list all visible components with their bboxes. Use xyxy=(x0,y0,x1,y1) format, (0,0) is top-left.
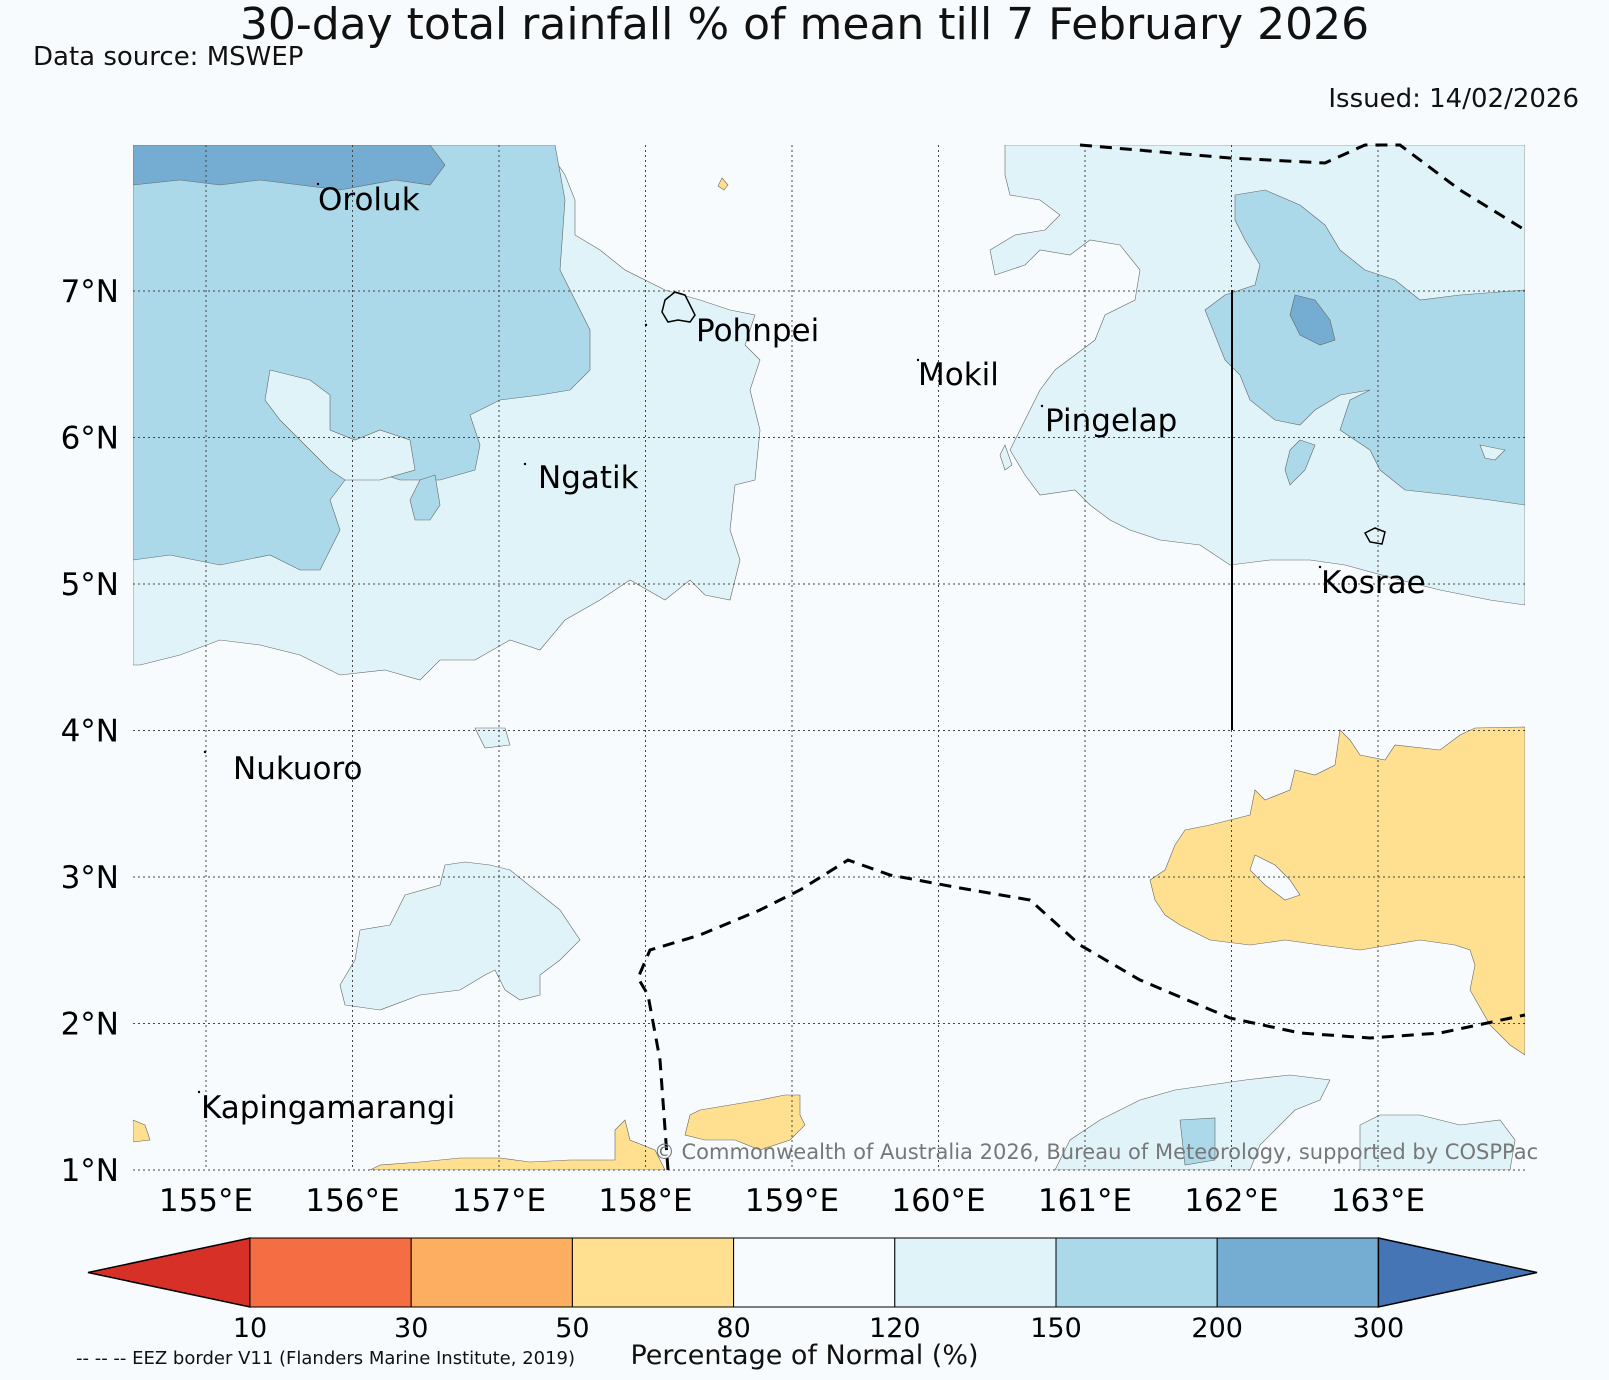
latitude-label: 7°N xyxy=(61,274,119,310)
colorbar-tick-label: 10 xyxy=(233,1313,267,1344)
region-120-150-east-hole xyxy=(1479,444,1506,461)
colorbar-segment xyxy=(1216,1237,1379,1308)
place-label-kapingamarangi: Kapingamarangi xyxy=(201,1090,455,1126)
region-50-80-south-left xyxy=(369,1119,666,1170)
region-120-150-south xyxy=(339,861,581,1011)
chart-title: 30-day total rainfall % of mean till 7 F… xyxy=(239,0,1370,50)
region-50-80-south-center xyxy=(684,1094,806,1151)
region-120-150-west-inner xyxy=(264,369,416,481)
colorbar-segment xyxy=(733,1237,896,1308)
colorbar-segment xyxy=(410,1237,573,1308)
issued-date: Issued: 14/02/2026 xyxy=(1328,84,1579,114)
latitude-label: 1°N xyxy=(61,1153,119,1189)
place-label-mokil: Mokil xyxy=(918,357,999,393)
pohnpei-island xyxy=(661,291,696,323)
colorbar-title: Percentage of Normal (%) xyxy=(630,1340,979,1371)
longitude-label: 155°E xyxy=(159,1183,253,1219)
region-200-300-east xyxy=(1289,294,1336,346)
longitude-label: 160°E xyxy=(891,1183,985,1219)
colorbar-segment xyxy=(249,1237,412,1308)
longitude-label: 159°E xyxy=(745,1183,839,1219)
region-50-80-southwest xyxy=(133,1119,151,1143)
region-50-80-east xyxy=(1149,726,1525,1056)
eez-footnote: -- -- -- EEZ border V11 (Flanders Marine… xyxy=(76,1348,576,1369)
region-120-150-east-small xyxy=(999,444,1013,471)
colorbar-segment xyxy=(1055,1237,1218,1308)
place-label-pohnpei: Pohnpei xyxy=(696,313,819,349)
region-50-80-north xyxy=(717,177,729,191)
longitude-label: 161°E xyxy=(1038,1183,1132,1219)
copyright-notice: © Commonwealth of Australia 2026, Bureau… xyxy=(654,1140,1538,1164)
region-150-200-west xyxy=(133,145,591,571)
region-150-200-spot xyxy=(409,474,441,521)
colorbar-upper-extend xyxy=(1377,1237,1538,1308)
colorbar xyxy=(87,1237,1538,1308)
colorbar-tick-label: 50 xyxy=(555,1313,589,1344)
eez-border-south xyxy=(636,858,1526,1171)
place-label-nukuoro: Nukuoro xyxy=(233,751,362,787)
region-120-150-islet xyxy=(474,727,511,749)
region-150-200-east-spot xyxy=(1284,439,1316,486)
colorbar-tick-label: 30 xyxy=(394,1313,428,1344)
latitude-label: 2°N xyxy=(61,1007,119,1043)
place-label-pingelap: Pingelap xyxy=(1045,403,1177,439)
latitude-label: 5°N xyxy=(61,567,119,603)
region-150-200-east xyxy=(1204,189,1525,506)
latitude-label: 3°N xyxy=(61,860,119,896)
longitude-label: 157°E xyxy=(452,1183,546,1219)
longitude-label: 156°E xyxy=(305,1183,399,1219)
place-label-ngatik: Ngatik xyxy=(538,460,639,496)
longitude-label: 163°E xyxy=(1331,1183,1425,1219)
colorbar-tick-label: 120 xyxy=(869,1313,921,1344)
colorbar-tick-label: 150 xyxy=(1030,1313,1082,1344)
colorbar-tick-label: 80 xyxy=(716,1313,750,1344)
data-source: Data source: MSWEP xyxy=(33,42,304,72)
latitude-label: 6°N xyxy=(61,421,119,457)
kosrae-island xyxy=(1363,527,1386,545)
colorbar-lower-extend xyxy=(87,1237,251,1308)
eez-border-north xyxy=(1079,143,1526,232)
region-150-200-southeast xyxy=(1179,1117,1216,1166)
place-label-oroluk: Oroluk xyxy=(318,182,420,218)
colorbar-segment xyxy=(894,1237,1057,1308)
latitude-label: 4°N xyxy=(61,714,119,750)
longitude-label: 158°E xyxy=(598,1183,692,1219)
region-200-300-northwest xyxy=(133,145,446,191)
place-markers xyxy=(197,182,1322,1094)
colorbar-tick-label: 300 xyxy=(1353,1313,1405,1344)
place-label-kosrae: Kosrae xyxy=(1321,565,1426,601)
region-120-150-far-southeast xyxy=(1359,1114,1516,1170)
longitude-label: 162°E xyxy=(1184,1183,1278,1219)
colorbar-tick-label: 200 xyxy=(1191,1313,1243,1344)
colorbar-segment xyxy=(571,1237,735,1308)
